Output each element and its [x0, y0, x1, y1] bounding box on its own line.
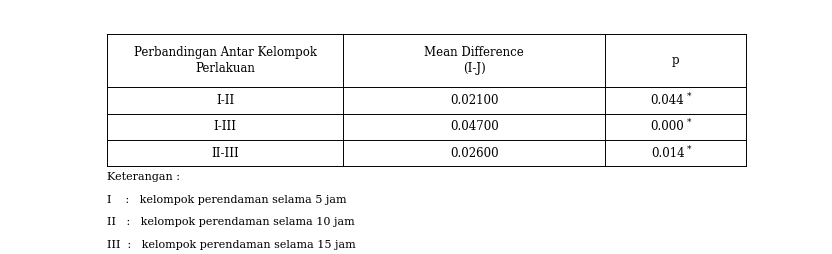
Text: I-III: I-III [214, 120, 237, 133]
Text: 0.044: 0.044 [651, 94, 685, 107]
Text: Mean Difference
(I-J): Mean Difference (I-J) [424, 46, 524, 75]
Text: *: * [687, 92, 691, 101]
Text: Keterangan :: Keterangan : [107, 172, 181, 182]
Text: I    :   kelompok perendaman selama 5 jam: I : kelompok perendaman selama 5 jam [107, 195, 347, 205]
Text: 0.04700: 0.04700 [450, 120, 498, 133]
Text: 0.000: 0.000 [651, 120, 685, 133]
Text: *: * [687, 145, 691, 153]
Text: p: p [671, 54, 679, 67]
Text: Perbandingan Antar Kelompok
Perlakuan: Perbandingan Antar Kelompok Perlakuan [134, 46, 317, 75]
Text: 0.014: 0.014 [651, 147, 685, 160]
Text: 0.02100: 0.02100 [450, 94, 498, 107]
Text: II-III: II-III [211, 147, 239, 160]
Text: 0.02600: 0.02600 [450, 147, 498, 160]
Text: *: * [687, 118, 691, 127]
Text: I-II: I-II [216, 94, 235, 107]
Text: II   :   kelompok perendaman selama 10 jam: II : kelompok perendaman selama 10 jam [107, 217, 355, 227]
Text: III  :   kelompok perendaman selama 15 jam: III : kelompok perendaman selama 15 jam [107, 240, 356, 250]
